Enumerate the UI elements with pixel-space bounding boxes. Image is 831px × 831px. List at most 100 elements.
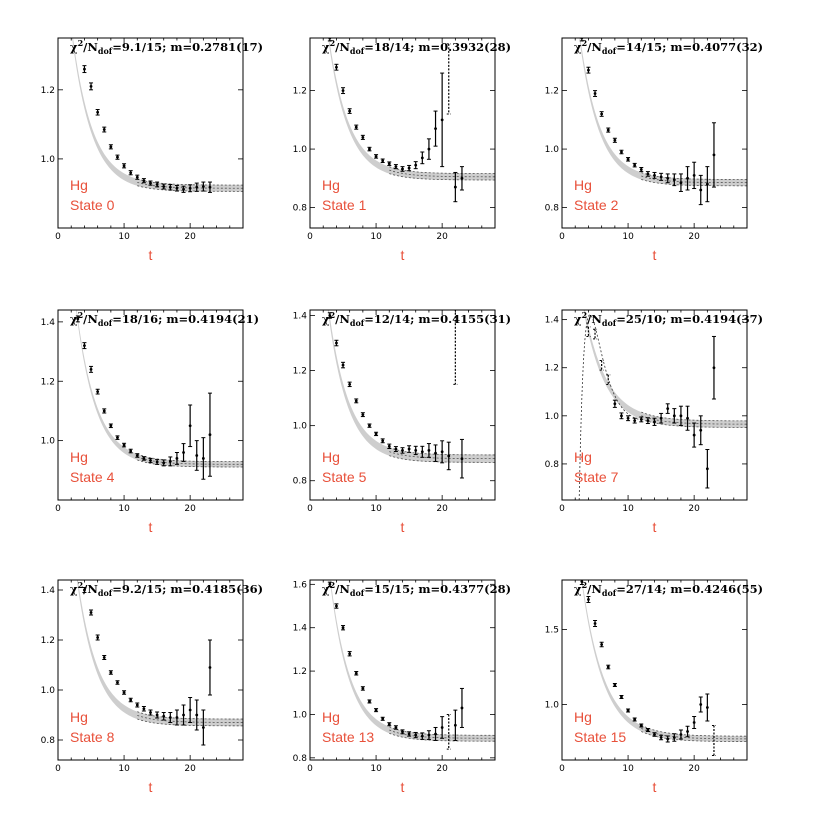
- data-marker: [580, 580, 584, 583]
- data-marker: [368, 147, 371, 151]
- plot-area: [72, 38, 243, 193]
- data-marker: [381, 717, 385, 721]
- y-tick-label: 0.8: [545, 460, 560, 470]
- data-marker: [182, 713, 185, 717]
- state-label: State 5: [322, 469, 367, 485]
- data-point: [95, 634, 100, 641]
- y-tick-label: 1.2: [545, 87, 559, 97]
- data-marker: [434, 127, 437, 131]
- data-marker: [613, 402, 617, 406]
- data-marker: [175, 716, 179, 719]
- data-point: [705, 448, 710, 489]
- data-point: [433, 110, 438, 147]
- data-point: [354, 398, 359, 404]
- y-tick-label: 1.2: [41, 86, 55, 96]
- data-marker: [135, 454, 139, 457]
- data-point: [672, 733, 677, 742]
- data-marker: [195, 185, 199, 189]
- data-point: [606, 664, 611, 670]
- data-marker: [639, 724, 643, 727]
- data-marker: [354, 671, 358, 675]
- data-marker: [427, 147, 431, 151]
- data-point: [128, 170, 133, 176]
- data-marker: [440, 726, 444, 729]
- data-point: [334, 339, 339, 347]
- x-tick-label: 20: [688, 764, 700, 774]
- data-marker: [188, 424, 192, 428]
- data-marker: [659, 736, 663, 739]
- data-marker: [168, 460, 172, 463]
- data-point: [639, 416, 644, 423]
- data-point: [201, 437, 206, 480]
- data-point: [413, 445, 418, 456]
- data-marker: [341, 89, 345, 93]
- x-tick-label: 0: [559, 764, 565, 774]
- data-point: [115, 154, 120, 160]
- data-marker: [201, 457, 205, 460]
- data-marker: [414, 733, 418, 737]
- fit-title: χ2/Ndof=27/14; m=0.4246(55): [574, 580, 763, 598]
- data-point: [128, 448, 133, 454]
- state-label: State 13: [322, 729, 374, 745]
- fit-band: [583, 310, 747, 428]
- data-point: [122, 690, 127, 695]
- data-marker: [679, 414, 683, 418]
- data-point: [639, 723, 644, 728]
- data-point: [380, 158, 385, 164]
- x-tick-label: 0: [55, 764, 61, 774]
- data-point: [194, 699, 199, 731]
- data-marker: [135, 703, 139, 707]
- data-point: [374, 154, 379, 159]
- fit-line-1: [137, 718, 243, 727]
- data-point: [115, 435, 120, 440]
- data-marker: [613, 138, 617, 142]
- data-point: [440, 716, 445, 739]
- data-marker: [162, 185, 166, 188]
- data-point: [82, 342, 87, 350]
- data-point: [678, 173, 683, 192]
- fit-title: χ2/Ndof=18/16; m=0.4194(21): [70, 310, 259, 328]
- data-point: [360, 686, 365, 691]
- data-point: [698, 415, 703, 446]
- data-point: [327, 581, 332, 588]
- data-point: [685, 725, 690, 738]
- data-point: [207, 392, 212, 477]
- data-point: [75, 315, 80, 323]
- data-marker: [633, 163, 637, 167]
- data-point: [619, 412, 624, 420]
- data-marker: [620, 414, 623, 418]
- fit-band: [329, 580, 495, 742]
- data-marker: [368, 700, 371, 703]
- data-marker: [447, 454, 451, 458]
- y-tick-label: 1.2: [293, 367, 307, 377]
- data-point: [201, 709, 206, 746]
- data-point: [334, 63, 339, 71]
- data-point: [579, 580, 584, 585]
- data-marker: [633, 718, 637, 721]
- data-point: [619, 149, 624, 155]
- data-marker: [328, 314, 332, 317]
- data-point: [639, 166, 644, 173]
- data-point: [89, 82, 94, 91]
- y-tick-label: 1.0: [293, 710, 308, 720]
- data-point: [440, 72, 445, 168]
- data-point: [586, 596, 591, 603]
- data-point: [327, 312, 332, 319]
- fit-line-3: [641, 724, 747, 737]
- data-point: [692, 716, 697, 729]
- data-marker: [208, 185, 212, 189]
- particle-label: Hg: [322, 177, 340, 193]
- y-tick-label: 1.0: [293, 145, 308, 155]
- data-marker: [175, 186, 179, 190]
- x-axis-label: t: [401, 519, 405, 535]
- fit-line-1: [389, 732, 495, 742]
- x-tick-label: 0: [559, 504, 565, 514]
- particle-label: Hg: [322, 709, 340, 725]
- y-tick-label: 1.2: [293, 87, 307, 97]
- y-tick-label: 1.2: [41, 636, 55, 646]
- data-point: [413, 731, 418, 739]
- y-tick-label: 1.0: [545, 701, 560, 711]
- data-marker: [460, 176, 464, 180]
- data-point: [626, 708, 631, 713]
- plot-area: [75, 310, 243, 480]
